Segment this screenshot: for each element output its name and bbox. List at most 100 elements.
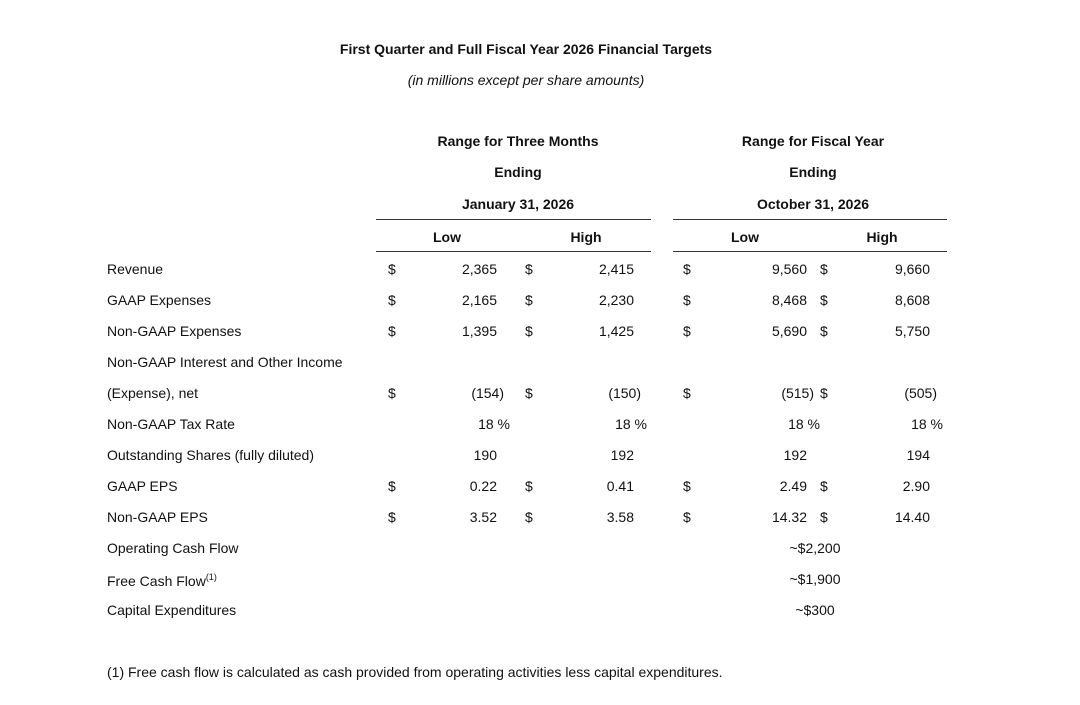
row-label: GAAP Expenses — [107, 292, 211, 308]
group-header: January 31, 2026 — [461, 196, 575, 212]
row-label: Non-GAAP Tax Rate — [107, 416, 235, 432]
column-header: Low — [433, 229, 461, 245]
footnote: (1) Free cash flow is calculated as cash… — [107, 664, 723, 680]
currency-sign: $ — [388, 509, 396, 525]
currency-sign: $ — [525, 323, 533, 339]
cell-value: (154) — [471, 385, 504, 401]
currency-sign: $ — [683, 292, 691, 308]
group-header: Ending — [789, 164, 837, 180]
cell-value: 9,660 — [894, 261, 930, 277]
currency-sign: $ — [388, 385, 396, 401]
currency-sign: $ — [525, 509, 533, 525]
row-label-text: GAAP Expenses — [107, 292, 212, 308]
subtitle: (in millions except per share amounts) — [407, 72, 645, 88]
group-header: Range for Fiscal Year — [741, 133, 885, 149]
cell-value: ~$300 — [795, 602, 835, 618]
row-label-text: Non-GAAP EPS — [107, 509, 208, 525]
column-header: High — [570, 229, 602, 245]
cell-value: 192 — [610, 447, 634, 463]
cell-value: 8,468 — [771, 292, 807, 308]
row-label-text: Capital Expenditures — [107, 602, 237, 618]
currency-sign: $ — [525, 478, 533, 494]
row-label: Outstanding Shares (fully diluted) — [107, 447, 314, 463]
row-label: Free Cash Flow(1) — [107, 569, 217, 589]
rule — [673, 219, 947, 220]
currency-sign: $ — [388, 323, 396, 339]
cell-value: 2,365 — [461, 261, 497, 277]
row-label-text: GAAP EPS — [107, 478, 178, 494]
column-header: Low — [731, 229, 759, 245]
cell-value: 2,230 — [598, 292, 634, 308]
currency-sign: $ — [820, 509, 828, 525]
currency-sign: $ — [683, 385, 691, 401]
cell-value: 2,165 — [461, 292, 497, 308]
cell-value: 18 % — [478, 416, 510, 432]
cell-value: (150) — [608, 385, 641, 401]
currency-sign: $ — [683, 509, 691, 525]
row-label-text: (Expense), net — [107, 385, 199, 401]
row-label-text: Outstanding Shares (fully diluted) — [107, 447, 314, 463]
currency-sign: $ — [820, 478, 828, 494]
cell-value: ~$1,900 — [789, 571, 841, 587]
cell-value: 194 — [906, 447, 930, 463]
column-header: High — [866, 229, 898, 245]
row-label: Operating Cash Flow — [107, 540, 239, 556]
row-label: Non-GAAP Expenses — [107, 323, 241, 339]
cell-value: (515) — [781, 385, 814, 401]
cell-value: 14.40 — [894, 509, 930, 525]
currency-sign: $ — [683, 478, 691, 494]
cell-value: 8,608 — [894, 292, 930, 308]
rule — [376, 219, 651, 220]
row-label: Non-GAAP Interest and Other Income — [107, 354, 343, 370]
row-label-text: Free Cash Flow — [107, 572, 206, 589]
cell-value: 0.41 — [606, 478, 634, 494]
row-label-text: Operating Cash Flow — [107, 540, 239, 556]
cell-value: (505) — [904, 385, 937, 401]
cell-value: 18 % — [788, 416, 820, 432]
row-label: Capital Expenditures — [107, 602, 236, 618]
cell-value: 1,395 — [461, 323, 497, 339]
cell-value: 192 — [783, 447, 807, 463]
cell-value: 9,560 — [771, 261, 807, 277]
footnote-ref: (1) — [205, 572, 217, 583]
currency-sign: $ — [820, 385, 828, 401]
group-header: October 31, 2026 — [756, 196, 870, 212]
row-label: Non-GAAP EPS — [107, 509, 208, 525]
rule — [376, 251, 651, 252]
row-label: (Expense), net — [107, 385, 198, 401]
row-label-text: Non-GAAP Tax Rate — [107, 416, 235, 432]
cell-value: 2,415 — [598, 261, 634, 277]
row-label-text: Non-GAAP Expenses — [107, 323, 242, 339]
currency-sign: $ — [820, 261, 828, 277]
cell-value: 5,690 — [771, 323, 807, 339]
currency-sign: $ — [525, 261, 533, 277]
group-header: Ending — [494, 164, 542, 180]
currency-sign: $ — [683, 261, 691, 277]
currency-sign: $ — [388, 261, 396, 277]
cell-value: ~$2,200 — [789, 540, 841, 556]
row-label-text: Revenue — [107, 261, 164, 277]
group-header: Range for Three Months — [437, 133, 599, 149]
currency-sign: $ — [525, 292, 533, 308]
cell-value: 18 % — [615, 416, 647, 432]
cell-value: 3.58 — [606, 509, 634, 525]
cell-value: 190 — [473, 447, 497, 463]
row-label: Revenue — [107, 261, 163, 277]
cell-value: 0.22 — [469, 478, 497, 494]
cell-value: 1,425 — [598, 323, 634, 339]
title: First Quarter and Full Fiscal Year 2026 … — [339, 41, 713, 57]
cell-value: 18 % — [911, 416, 943, 432]
cell-value: 2.49 — [779, 478, 807, 494]
currency-sign: $ — [820, 292, 828, 308]
currency-sign: $ — [388, 478, 396, 494]
currency-sign: $ — [683, 323, 691, 339]
currency-sign: $ — [525, 385, 533, 401]
cell-value: 5,750 — [894, 323, 930, 339]
rule — [673, 251, 947, 252]
cell-value: 14.32 — [771, 509, 807, 525]
currency-sign: $ — [388, 292, 396, 308]
row-label-text: Non-GAAP Interest and Other Income — [107, 354, 343, 370]
cell-value: 3.52 — [469, 509, 497, 525]
cell-value: 2.90 — [902, 478, 930, 494]
